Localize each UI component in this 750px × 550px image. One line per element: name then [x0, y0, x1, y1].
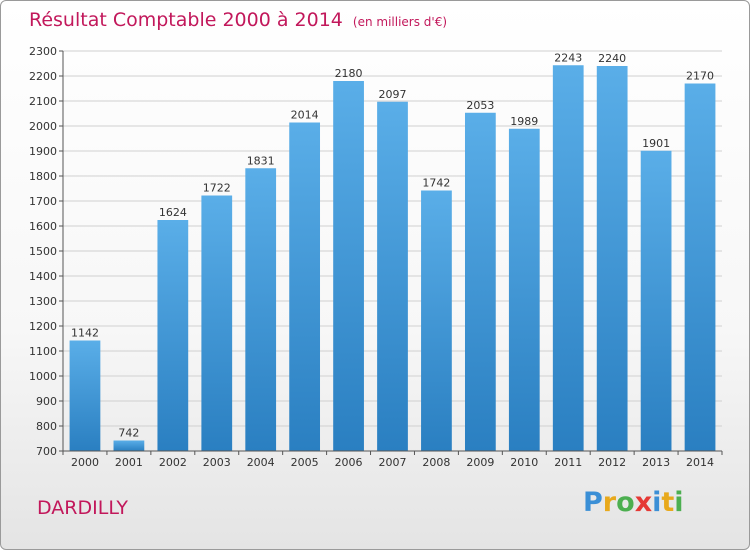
y-tick-label: 2300 [29, 45, 57, 58]
bars [69, 65, 716, 451]
axes: 700 800 900 1000 1100 1200 1300 1400 1500 1600 170… [29, 45, 723, 469]
data-label: 2180 [335, 67, 363, 80]
y-tick-label: 1700 [29, 195, 57, 208]
x-tick-label: 2012 [598, 456, 626, 469]
logo-letter: o [616, 487, 635, 518]
logo-letter: i [652, 487, 662, 518]
x-tick-label: 2009 [466, 456, 494, 469]
x-tick-label: 2013 [642, 456, 670, 469]
x-tick-label: 2000 [71, 456, 99, 469]
logo-letter: x [634, 487, 653, 518]
bar [289, 122, 321, 451]
x-tick-label: 2002 [159, 456, 187, 469]
y-tick-label: 1900 [29, 145, 57, 158]
bar [69, 340, 101, 451]
chart-title-unit: (en milliers d'€) [352, 15, 448, 29]
y-tick-label: 2000 [29, 120, 57, 133]
y-tick-label: 1400 [29, 270, 57, 283]
bar [377, 101, 408, 451]
bar [113, 440, 145, 451]
proxiti-logo: Proxiti [583, 487, 684, 518]
bar [333, 81, 364, 451]
bar [684, 83, 716, 451]
x-tick-label: 2014 [686, 456, 714, 469]
commune-name: DARDILLY [37, 497, 128, 519]
x-tick-label: 2004 [247, 456, 275, 469]
y-tick-label: 1300 [29, 295, 57, 308]
data-label: 1722 [203, 182, 231, 195]
bar [596, 66, 628, 451]
data-label: 1989 [510, 115, 538, 128]
y-tick-label: 2100 [29, 95, 57, 108]
x-tick-label: 2003 [203, 456, 231, 469]
data-label: 1831 [247, 154, 275, 167]
logo-letter: t [661, 487, 675, 518]
chart-title: Résultat Comptable 2000 à 2014 (en millie… [29, 9, 447, 31]
data-label: 1142 [71, 327, 99, 340]
data-label: 2014 [291, 109, 319, 122]
y-tick-label: 2200 [29, 70, 57, 83]
data-label: 2240 [598, 52, 626, 65]
y-tick-label: 1600 [29, 220, 57, 233]
data-label: 2170 [686, 70, 714, 83]
x-tick-label: 2008 [422, 456, 450, 469]
bar [552, 65, 584, 451]
logo-letter: i [674, 487, 684, 518]
data-label: 1901 [642, 137, 670, 150]
y-tick-label: 900 [36, 395, 57, 408]
bar [464, 112, 496, 451]
y-tick-label: 1100 [29, 345, 57, 358]
bar [421, 190, 452, 451]
x-tick-label: 2001 [115, 456, 143, 469]
chart-title-main: Résultat Comptable 2000 à 2014 [29, 9, 343, 31]
bar [640, 150, 672, 451]
x-tick-label: 2007 [379, 456, 407, 469]
data-label: 2053 [466, 99, 494, 112]
data-label: 742 [118, 427, 139, 440]
logo-letter: r [602, 487, 617, 518]
y-tick-label: 1500 [29, 245, 57, 258]
x-tick-label: 2010 [510, 456, 538, 469]
data-label: 2097 [379, 88, 407, 101]
bar [508, 128, 540, 451]
bar [201, 195, 233, 451]
bar [157, 220, 189, 451]
logo-letter: P [583, 487, 603, 518]
data-label: 2243 [554, 51, 582, 64]
data-label: 1742 [422, 177, 450, 190]
data-label: 1624 [159, 206, 187, 219]
x-tick-label: 2011 [554, 456, 582, 469]
data-labels: 1142 742 1624 1722 1831 2014 2180 2097 1742 2053 1… [71, 51, 714, 439]
bar [245, 168, 277, 451]
y-tick-label: 700 [36, 445, 57, 458]
y-tick-label: 1800 [29, 170, 57, 183]
x-tick-label: 2005 [291, 456, 319, 469]
y-tick-label: 800 [36, 420, 57, 433]
x-tick-label: 2006 [335, 456, 363, 469]
y-tick-label: 1200 [29, 320, 57, 333]
y-tick-label: 1000 [29, 370, 57, 383]
